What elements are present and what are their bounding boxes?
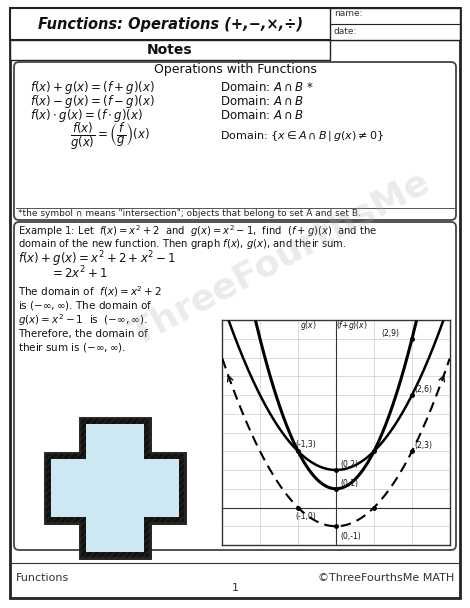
- Text: The domain of  $f(x)=x^2+2$: The domain of $f(x)=x^2+2$: [18, 285, 162, 299]
- Text: (2,3): (2,3): [415, 441, 433, 451]
- Text: their sum is $(-\infty,\infty)$.: their sum is $(-\infty,\infty)$.: [18, 342, 126, 354]
- Polygon shape: [45, 418, 185, 558]
- Text: (-1,0): (-1,0): [295, 511, 316, 520]
- Text: $=2x^2+1$: $=2x^2+1$: [50, 264, 108, 282]
- Text: Domain: $A\cap B$: Domain: $A\cap B$: [220, 108, 304, 122]
- Text: Therefore, the domain of: Therefore, the domain of: [18, 329, 148, 339]
- Text: is $(-\infty,\infty)$. The domain of: is $(-\infty,\infty)$. The domain of: [18, 300, 153, 313]
- Text: Notes: Notes: [147, 43, 193, 57]
- Text: 1: 1: [232, 583, 238, 593]
- Text: Domain: $\{x\in A\cap B\,|\,g(x)\neq 0\}$: Domain: $\{x\in A\cap B\,|\,g(x)\neq 0\}…: [220, 129, 384, 143]
- Text: (2,9): (2,9): [382, 329, 400, 338]
- Text: $f(x)+g(x)=(f+g)(x)$: $f(x)+g(x)=(f+g)(x)$: [30, 78, 155, 95]
- Text: $(f{+}g)(x)$: $(f{+}g)(x)$: [336, 319, 368, 331]
- Text: name:: name:: [334, 10, 362, 18]
- Text: Domain: $A\cap B\,*$: Domain: $A\cap B\,*$: [220, 80, 314, 94]
- Text: domain of the new function. Then graph $f(x)$, $g(x)$, and their sum.: domain of the new function. Then graph $…: [18, 237, 346, 251]
- Bar: [10, 40, 330, 60]
- Text: ©ThreeFourthsMe MATH: ©ThreeFourthsMe MATH: [318, 573, 454, 583]
- Text: (-1,3): (-1,3): [295, 440, 316, 449]
- Text: (0,-1): (0,-1): [340, 532, 361, 541]
- Text: (2,6): (2,6): [415, 385, 433, 394]
- FancyBboxPatch shape: [14, 222, 456, 550]
- Text: $f(x)\cdot g(x)=(f\cdot g)(x)$: $f(x)\cdot g(x)=(f\cdot g)(x)$: [30, 106, 143, 123]
- Polygon shape: [51, 424, 179, 552]
- Polygon shape: [51, 424, 179, 552]
- Text: $f(x)+g(x)=x^2+2+x^2-1$: $f(x)+g(x)=x^2+2+x^2-1$: [18, 249, 176, 269]
- Text: $f(x)-g(x)=(f-g)(x)$: $f(x)-g(x)=(f-g)(x)$: [30, 92, 155, 109]
- FancyBboxPatch shape: [14, 62, 456, 220]
- Text: Domain: $A\cap B$: Domain: $A\cap B$: [220, 94, 304, 108]
- Text: date:: date:: [334, 27, 357, 36]
- Text: $g(x)$: $g(x)$: [300, 319, 317, 331]
- Text: *the symbol ∩ means "intersection"; objects that belong to set A and set B.: *the symbol ∩ means "intersection"; obje…: [18, 210, 361, 218]
- Text: (0,2): (0,2): [340, 460, 358, 469]
- Text: (0,1): (0,1): [340, 479, 358, 488]
- Bar: [10, 8, 460, 40]
- Polygon shape: [51, 424, 179, 552]
- Text: $g(x)=x^2-1$  is  $(-\infty,\infty)$.: $g(x)=x^2-1$ is $(-\infty,\infty)$.: [18, 312, 148, 328]
- Text: Example 1: Let  $f(x)=x^2+2$  and  $g(x)=x^2-1$,  find  $(f+g)(x)$  and the: Example 1: Let $f(x)=x^2+2$ and $g(x)=x^…: [18, 223, 377, 239]
- Text: Functions: Functions: [16, 573, 69, 583]
- Bar: [330, 8, 460, 40]
- Text: Operations with Functions: Operations with Functions: [154, 63, 316, 77]
- Text: Functions: Operations (+,−,×,÷): Functions: Operations (+,−,×,÷): [38, 16, 303, 32]
- Text: $\dfrac{f(x)}{g(x)}=\left(\dfrac{f}{g}\right)(x)$: $\dfrac{f(x)}{g(x)}=\left(\dfrac{f}{g}\r…: [70, 120, 150, 152]
- Text: ThreeFourthsMe: ThreeFourthsMe: [125, 165, 435, 351]
